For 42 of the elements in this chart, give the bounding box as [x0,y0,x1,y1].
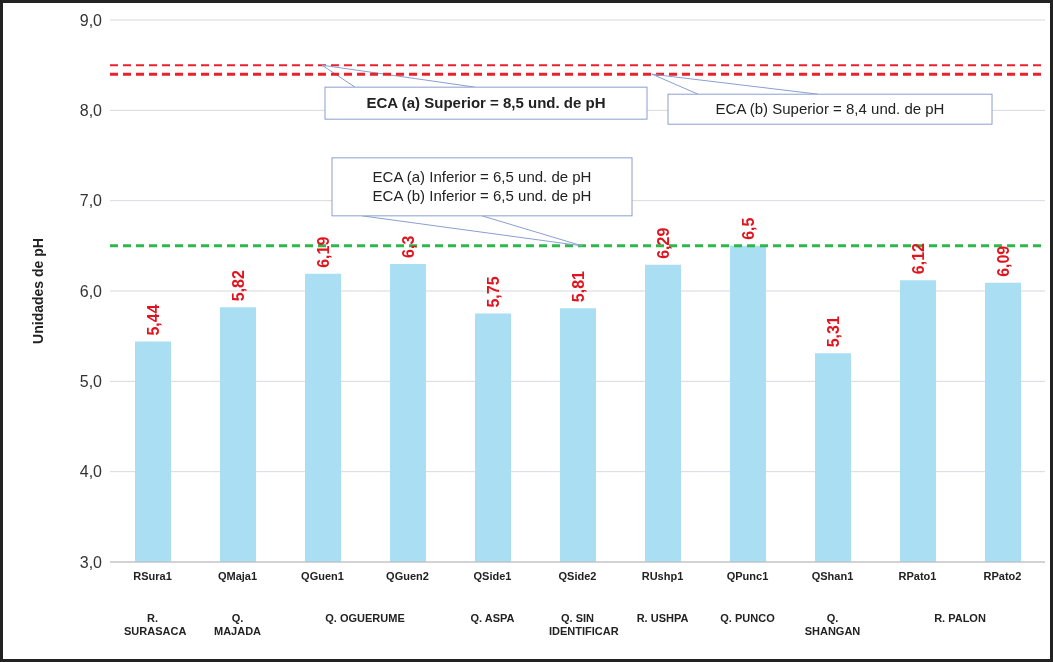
y-tick-label: 4,0 [79,463,103,481]
x-tick-label: QPunc1 [726,570,769,582]
x-tick-label: QGuen2 [386,570,429,582]
text: R. PALON [933,612,987,625]
x-tick-label: QMaja1 [217,570,258,582]
y-tick-label: 6,0 [79,282,103,300]
x-tick-label: QSide2 [558,570,597,582]
x-tick-label: QSide1 [473,570,512,582]
text: Q. SIN IDENTIFICAR [548,612,620,638]
y-tick-label: 3,0 [79,553,103,571]
y-tick-label: 8,0 [79,102,103,120]
x-tick-label: QGuen1 [301,570,344,582]
x-tick-label: RUshp1 [641,570,684,582]
text: Q. ASPA [469,612,516,625]
y-tick-label: 5,0 [79,373,103,391]
text: Q. MAJADA [212,612,263,638]
data-label: 5,75 [485,276,502,308]
ref-line-label: ECA (a) Inferior = 6,5 und. de pH ECA (b) Inferior = 6,5 und. de pH [372,168,592,205]
data-label: 5,31 [825,316,842,348]
text: Q. PUNCO [719,612,776,625]
data-label: 6,29 [655,227,672,259]
text: R. SURASACA [123,612,188,638]
data-label: 5,81 [570,270,587,303]
data-label: 5,82 [230,270,247,302]
data-label: 6,09 [995,245,1012,277]
x-tick-label: RPato1 [898,570,937,582]
data-label: 5,44 [145,304,162,336]
text: Q. SHANGAN [803,612,862,638]
x-tick-label: RPato2 [983,570,1022,582]
y-tick-label: 7,0 [79,192,103,210]
data-label: 6,3 [400,235,417,258]
x-tick-label: QShan1 [811,570,854,582]
y-tick-label: 9,0 [79,11,103,29]
x-tick-label: RSura1 [133,570,172,582]
y-axis-title: Unidades de pH [29,238,46,344]
data-label: 6,5 [740,217,757,240]
ref-line-label: ECA (a) Superior = 8,5 und. de pH [366,94,606,112]
text: Q. OGUERUME [324,612,406,625]
text: R. USHPA [635,612,690,625]
data-label: 6,12 [910,242,927,275]
ref-line-label: ECA (b) Superior = 8,4 und. de pH [715,100,945,118]
data-label: 6,19 [315,236,332,268]
